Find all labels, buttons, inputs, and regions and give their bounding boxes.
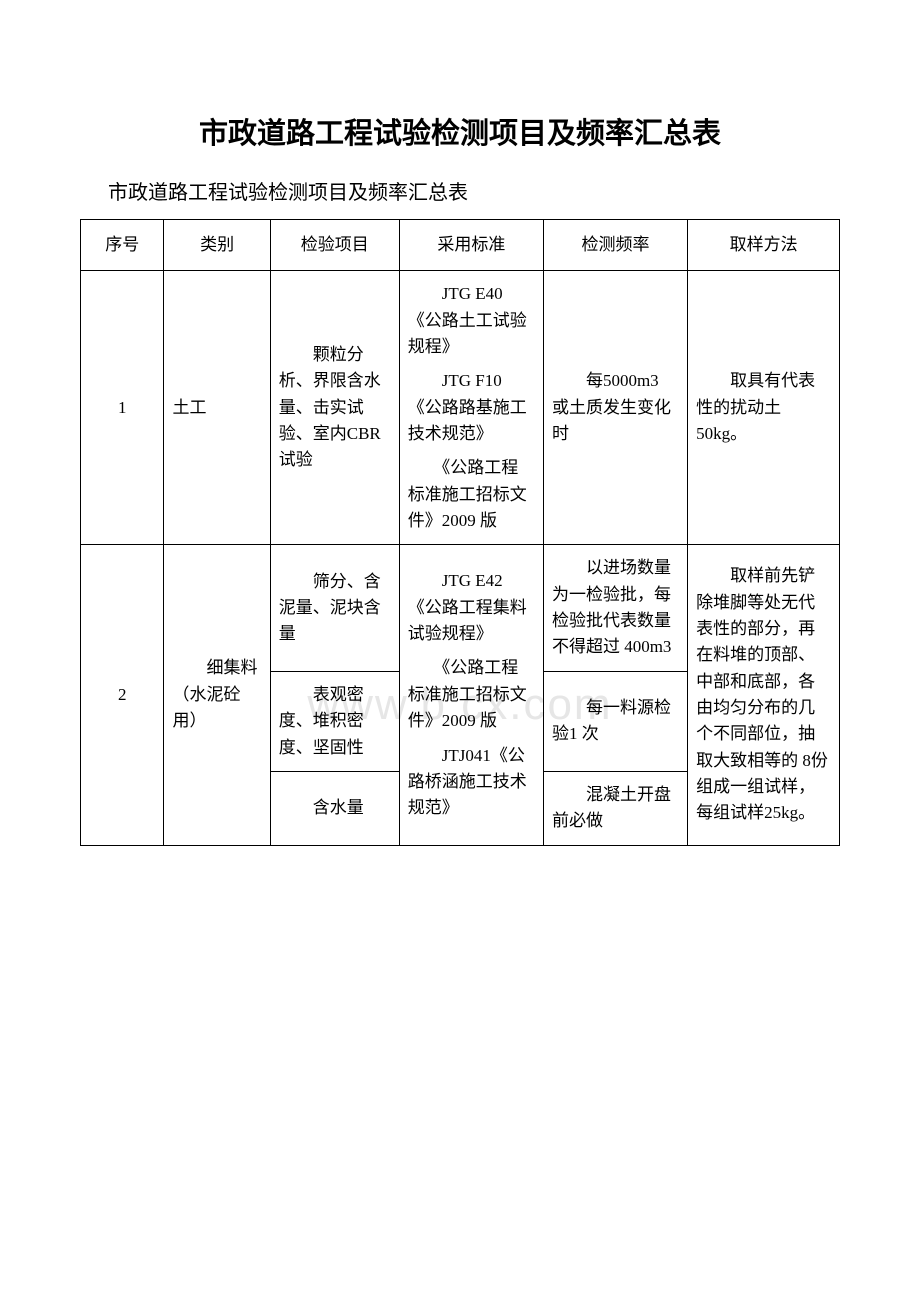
cell-seq: 2 xyxy=(81,545,164,845)
document-content: 市政道路工程试验检测项目及频率汇总表 市政道路工程试验检测项目及频率汇总表 序号… xyxy=(80,110,840,846)
cell-frequency: 每5000m3 或土质发生变化时 xyxy=(543,271,687,545)
standard-line: JTG F10《公路路基施工技术规范》 xyxy=(408,368,535,447)
col-header-frequency: 检测频率 xyxy=(543,220,687,271)
cell-standard: JTG E42《公路工程集料试验规程》 《公路工程标准施工招标文件》2009 版… xyxy=(399,545,543,845)
standard-line: 《公路工程标准施工招标文件》2009 版 xyxy=(408,455,535,534)
table-header-row: 序号 类别 检验项目 采用标准 检测频率 取样方法 xyxy=(81,220,840,271)
cell-item: 颗粒分析、界限含水量、击实试验、室内CBR 试验 xyxy=(270,271,399,545)
cell-item: 表观密度、堆积密度、坚固性 xyxy=(270,671,399,771)
cell-frequency: 每一料源检验1 次 xyxy=(543,671,687,771)
page-title: 市政道路工程试验检测项目及频率汇总表 xyxy=(80,110,840,152)
cell-item: 含水量 xyxy=(270,771,399,845)
cell-method: 取样前先铲除堆脚等处无代表性的部分，再在料堆的顶部、中部和底部，各由均匀分布的几… xyxy=(688,545,840,845)
cell-seq: 1 xyxy=(81,271,164,545)
table-row: 2 细集料（水泥砼用） 筛分、含泥量、泥块含量 JTG E42《公路工程集料试验… xyxy=(81,545,840,671)
standard-line: JTJ041《公路桥涵施工技术规范》 xyxy=(408,743,535,822)
inspection-table: 序号 类别 检验项目 采用标准 检测频率 取样方法 1 土工 颗粒分析、界限含水… xyxy=(80,219,840,846)
cell-frequency: 以进场数量为一检验批，每检验批代表数量不得超过 400m3 xyxy=(543,545,687,671)
standard-line: JTG E40《公路土工试验规程》 xyxy=(408,281,535,360)
cell-frequency: 混凝土开盘前必做 xyxy=(543,771,687,845)
cell-item: 筛分、含泥量、泥块含量 xyxy=(270,545,399,671)
col-header-seq: 序号 xyxy=(81,220,164,271)
cell-category: 土工 xyxy=(164,271,270,545)
col-header-standard: 采用标准 xyxy=(399,220,543,271)
standard-line: JTG E42《公路工程集料试验规程》 xyxy=(408,568,535,647)
page-subtitle: 市政道路工程试验检测项目及频率汇总表 xyxy=(80,176,840,205)
cell-standard: JTG E40《公路土工试验规程》 JTG F10《公路路基施工技术规范》 《公… xyxy=(399,271,543,545)
cell-category: 细集料（水泥砼用） xyxy=(164,545,270,845)
col-header-item: 检验项目 xyxy=(270,220,399,271)
col-header-category: 类别 xyxy=(164,220,270,271)
cell-method: 取具有代表性的扰动土50kg。 xyxy=(688,271,840,545)
table-row: 1 土工 颗粒分析、界限含水量、击实试验、室内CBR 试验 JTG E40《公路… xyxy=(81,271,840,545)
standard-line: 《公路工程标准施工招标文件》2009 版 xyxy=(408,655,535,734)
col-header-method: 取样方法 xyxy=(688,220,840,271)
